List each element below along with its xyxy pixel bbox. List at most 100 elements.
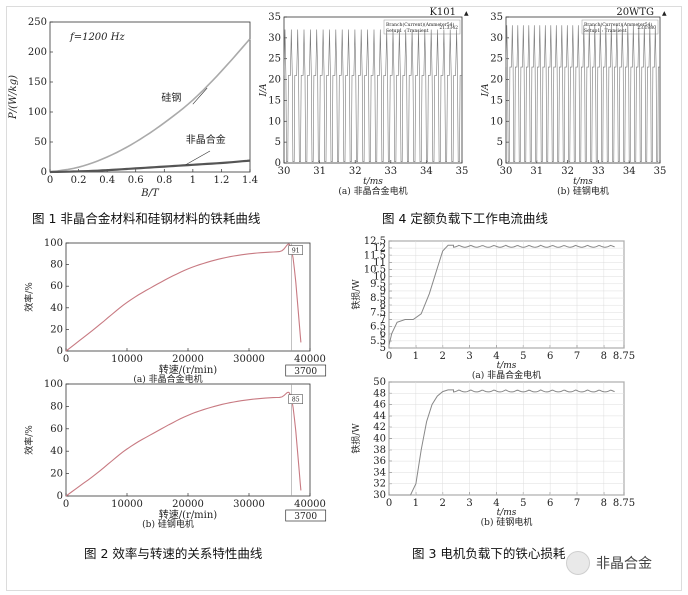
chart-title-marker: ▲: [662, 10, 667, 17]
y-tick-label: 6: [380, 329, 386, 340]
y-axis-label: I/A: [259, 83, 269, 98]
marker-x-box: [285, 509, 327, 522]
x-tick-label: 2: [440, 351, 446, 362]
x-tick-label: 2: [440, 498, 446, 509]
chart-subtitle: (a) 非晶合金电机: [338, 185, 407, 197]
y-tick-label: 25: [268, 54, 281, 65]
y-tick-label: 8: [380, 300, 386, 311]
y-tick-label: 9: [380, 286, 386, 297]
y-tick-label: 0: [57, 346, 63, 357]
x-tick-label: 0.8: [156, 175, 172, 186]
x-axis-label: 转速/(r/min): [159, 508, 218, 521]
y-tick-label: 20: [268, 75, 281, 86]
marker-y-box: [288, 245, 304, 255]
x-tick-label: 35: [456, 166, 469, 177]
x-tick-label: 32: [349, 166, 362, 177]
y-tick-label: 6.5: [370, 322, 386, 333]
y-tick-label: 11.5: [364, 250, 386, 261]
y-tick-label: 20: [50, 324, 63, 335]
y-tick-label: 36: [373, 456, 386, 467]
y-tick-label: 8.5: [370, 293, 386, 304]
x-tick-label: 5: [520, 351, 526, 362]
y-tick-label: 5: [380, 343, 386, 354]
y-tick-label: 46: [373, 400, 386, 411]
y-axis-label: 铁损/W: [350, 423, 362, 454]
x-tick-label: 35: [654, 166, 667, 177]
x-tick-label: 20000: [172, 499, 204, 510]
caption-fig3: 图 3 电机负载下的铁心损耗: [412, 546, 566, 561]
chart-subtitle: (a) 非晶合金电机: [133, 373, 202, 385]
y-tick-label: 0: [41, 167, 47, 178]
plot-area: [283, 16, 463, 164]
y-tick-label: 40: [50, 446, 63, 457]
y-tick-label: 10: [373, 272, 386, 283]
x-tick-label: 0.4: [99, 175, 115, 186]
x-tick-label: 34: [623, 166, 636, 177]
x-tick-label: 32: [561, 166, 574, 177]
y-tick-label: 80: [50, 260, 63, 271]
y-tick-label: 250: [28, 17, 47, 28]
y-tick-label: 0: [497, 158, 503, 169]
marker-y-label: 85: [292, 397, 300, 404]
marker-y-label: 91: [292, 248, 300, 255]
efficiency-curve: [65, 391, 302, 497]
x-tick-label: 40000: [294, 354, 326, 365]
y-tick-label: 80: [50, 401, 63, 412]
legend-entry: Setup1 : Transient: [584, 28, 627, 34]
y-tick-label: 100: [44, 379, 63, 390]
chart-subtitle: (b) 硅钢电机: [481, 516, 533, 528]
x-tick-label: 6: [547, 351, 553, 362]
x-tick-label: 31: [313, 166, 326, 177]
annotation: f=1200 Hz: [69, 32, 125, 43]
legend-box: [383, 19, 461, 35]
current-waveform: [505, 25, 660, 162]
marker-y-box: [288, 394, 304, 404]
y-tick-label: 10.5: [364, 265, 386, 276]
y-tick-label: 5: [497, 137, 503, 148]
x-axis-label: t/ms: [497, 361, 517, 371]
legend-entry: Branch(Current)(Ammeter54): [386, 21, 455, 28]
y-tick-label: 20: [490, 75, 503, 86]
y-tick-label: 7: [380, 314, 386, 325]
x-tick-label: 8.75: [613, 351, 635, 362]
x-tick-label: 8.75: [613, 498, 635, 509]
y-tick-label: 44: [373, 411, 386, 422]
legend-entry: Branch(Current)(Ammeter54): [584, 21, 653, 28]
label-leader: [185, 150, 211, 166]
y-tick-label: 0: [275, 158, 281, 169]
x-tick-label: 5: [520, 498, 526, 509]
x-axis-label: t/ms: [573, 177, 593, 187]
x-axis-label: t/ms: [497, 508, 517, 518]
marker-x-label: 3700: [294, 367, 317, 377]
caption-fig4: 图 4 定额负载下工作电流曲线: [382, 211, 548, 226]
plot-area: [505, 16, 661, 164]
x-tick-label: 0.6: [128, 175, 144, 186]
x-tick-label: 4: [493, 351, 499, 362]
series-label-amorphous: 非晶合金: [186, 133, 226, 146]
x-axis-label: t/ms: [363, 177, 383, 187]
x-tick-label: 0: [47, 175, 53, 186]
y-tick-label: 11: [373, 257, 386, 268]
y-axis-label: 效率/%: [23, 425, 35, 455]
x-tick-label: 1.2: [213, 175, 229, 186]
marker-x-label: 3700: [294, 512, 317, 522]
y-tick-label: 60: [50, 424, 63, 435]
y-tick-label: 38: [373, 445, 386, 456]
x-tick-label: 1: [413, 351, 419, 362]
y-tick-label: 30: [268, 33, 281, 44]
y-tick-label: 15: [490, 95, 503, 106]
x-tick-label: 33: [384, 166, 397, 177]
x-tick-label: 30: [278, 166, 291, 177]
y-tick-label: 7.5: [370, 307, 386, 318]
series-line-amorphous: [49, 159, 251, 174]
y-axis-label: 效率/%: [23, 282, 35, 312]
y-tick-label: 10: [268, 116, 281, 127]
y-tick-label: 150: [28, 77, 47, 88]
caption-fig1: 图 1 非晶合金材料和硅钢材料的铁耗曲线: [32, 211, 261, 226]
watermark: 非晶合金: [566, 551, 652, 575]
y-tick-label: 100: [28, 107, 47, 118]
